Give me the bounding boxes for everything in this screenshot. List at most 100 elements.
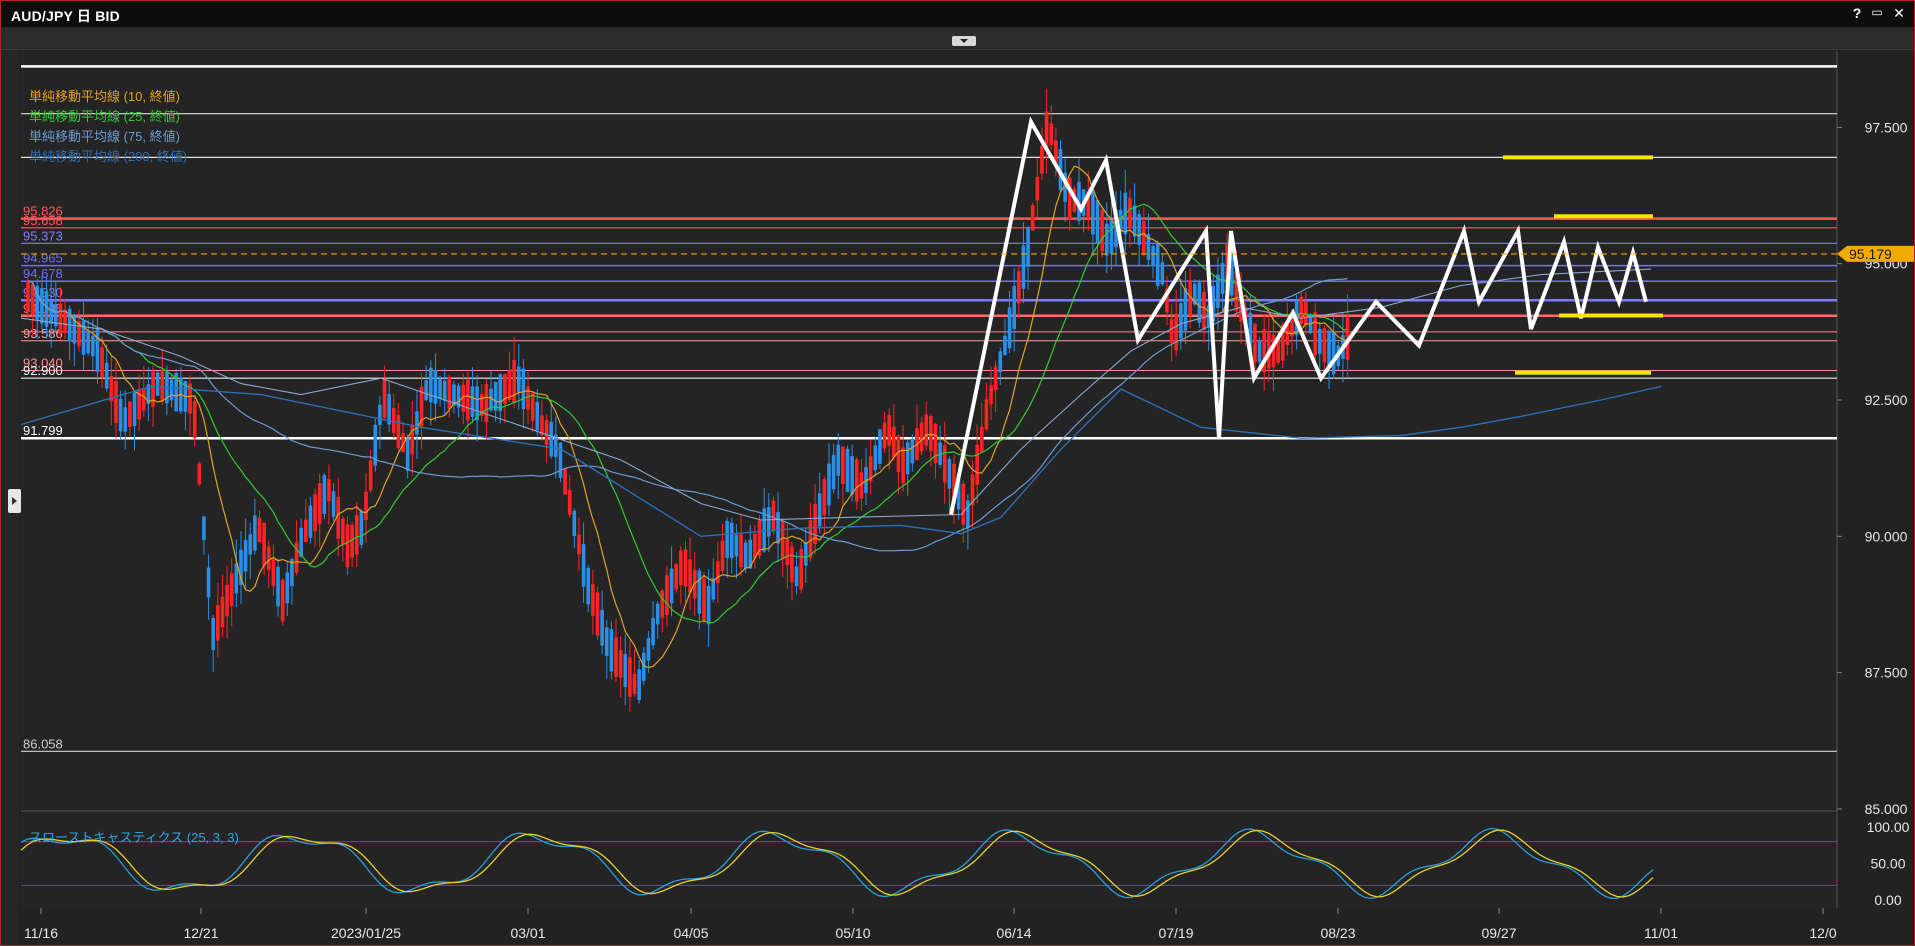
candle-body xyxy=(845,448,850,492)
candle-body xyxy=(1197,282,1202,323)
candle-body xyxy=(1174,313,1179,351)
candle-body xyxy=(100,347,104,378)
candle-body xyxy=(767,507,771,537)
candle-body xyxy=(1118,209,1123,233)
candle-body xyxy=(1091,191,1095,235)
candle-body xyxy=(433,370,438,404)
horizontal-level-label: 95.373 xyxy=(23,228,63,243)
candle-body xyxy=(350,524,354,558)
candle-body xyxy=(1202,292,1206,330)
candle-body xyxy=(993,366,998,391)
horizontal-level-label: 92.900 xyxy=(23,363,63,378)
candle-body xyxy=(794,566,799,587)
candle-body xyxy=(1114,210,1118,248)
candle-body xyxy=(938,442,942,465)
candle-body xyxy=(1063,172,1067,202)
candle-body xyxy=(850,456,854,495)
maximize-icon[interactable]: ▭ xyxy=(1871,5,1883,19)
y-tick-label: 97.500 xyxy=(1865,119,1908,135)
candle-body xyxy=(405,436,410,471)
x-tick-label: 06/14 xyxy=(996,925,1031,941)
candle-body xyxy=(128,401,132,428)
candle-body xyxy=(961,483,966,525)
candle-body xyxy=(317,483,322,524)
candle-body xyxy=(489,388,493,411)
candle-body xyxy=(1276,338,1280,363)
stochastic-y-label: 0.00 xyxy=(1874,892,1901,908)
candle-body xyxy=(1327,330,1331,368)
horizontal-level-label: 95.826 xyxy=(23,204,63,219)
candle-body xyxy=(229,573,234,606)
candle-body xyxy=(257,518,262,543)
candle-body xyxy=(725,520,729,558)
stochastic-d-line xyxy=(20,829,1654,898)
y-tick-label: 92.500 xyxy=(1865,392,1908,408)
candle-body xyxy=(660,590,665,618)
candle-body xyxy=(859,472,864,499)
moving-average-line xyxy=(27,203,1348,624)
candle-body xyxy=(387,394,391,425)
candle-body xyxy=(808,520,813,559)
candle-body xyxy=(952,463,956,505)
candle-body xyxy=(530,393,535,421)
side-panel-toggle-button[interactable] xyxy=(8,489,21,513)
candle-body xyxy=(364,491,368,521)
candle-body xyxy=(1104,223,1109,256)
candle-body xyxy=(141,388,146,411)
candle-body xyxy=(554,434,558,458)
candle-body xyxy=(1188,279,1192,317)
candle-body xyxy=(544,419,549,445)
candle-body xyxy=(1026,226,1030,267)
candle-body xyxy=(1017,271,1021,304)
candle-body xyxy=(234,563,239,594)
y-tick-label: 90.000 xyxy=(1865,528,1908,544)
candle-body xyxy=(382,378,387,418)
candle-body xyxy=(452,384,456,406)
candle-body xyxy=(966,500,970,529)
candle-body xyxy=(419,386,424,427)
legend-sma-75[interactable]: 単純移動平均線 (75, 終値) xyxy=(29,129,180,144)
legend-sma-25[interactable]: 単純移動平均線 (25, 終値) xyxy=(29,109,180,124)
x-tick-label: 12/0 xyxy=(1809,925,1836,941)
candle-body xyxy=(868,456,873,482)
moving-average-line xyxy=(27,278,1348,552)
candle-body xyxy=(359,510,364,545)
candle-body xyxy=(438,379,442,399)
candle-body xyxy=(817,493,822,527)
x-tick-label: 08/23 xyxy=(1320,925,1355,941)
legend-sma-10[interactable]: 単純移動平均線 (10, 終値) xyxy=(29,89,180,104)
candle-body xyxy=(401,433,405,453)
candle-body xyxy=(535,401,540,431)
close-icon[interactable]: ✕ xyxy=(1893,5,1905,21)
collapse-toolbar-button[interactable] xyxy=(952,36,976,46)
x-tick-label: 12/21 xyxy=(183,925,218,941)
candle-body xyxy=(947,459,952,489)
help-icon[interactable]: ? xyxy=(1852,5,1862,21)
candle-body xyxy=(743,542,748,569)
candle-body xyxy=(655,603,660,625)
stochastic-label[interactable]: スローストキャスティクス (25, 3, 3) xyxy=(29,830,239,845)
candle-body xyxy=(1169,318,1174,343)
legend-sma-200[interactable]: 単純移動平均線 (200, 終値) xyxy=(29,149,188,164)
candle-body xyxy=(1151,245,1155,266)
candle-body xyxy=(1003,335,1007,356)
candle-body xyxy=(368,460,373,491)
candle-body xyxy=(1216,274,1220,308)
candle-body xyxy=(942,445,947,483)
current-price-tag xyxy=(1837,245,1914,262)
candle-body xyxy=(225,585,229,617)
candle-body xyxy=(202,516,206,541)
candle-body xyxy=(632,673,637,695)
horizontal-level-label: 91.799 xyxy=(23,423,63,438)
candle-body xyxy=(470,386,475,417)
candle-body xyxy=(248,534,253,555)
candle-body xyxy=(415,411,419,435)
candle-body xyxy=(641,652,646,681)
candle-body xyxy=(831,454,836,490)
candle-body xyxy=(304,519,308,542)
candle-body xyxy=(461,384,466,412)
candle-body xyxy=(669,568,674,604)
candle-body xyxy=(924,414,929,446)
zigzag-annotation xyxy=(949,116,1648,515)
